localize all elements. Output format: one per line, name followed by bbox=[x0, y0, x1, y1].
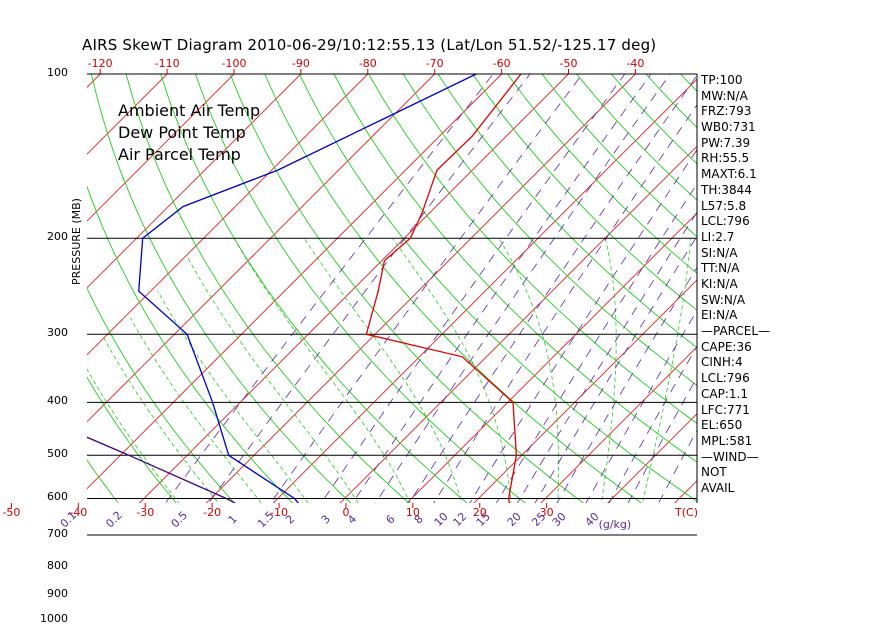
legend-ambient-air-temp: Ambient Air Temp bbox=[118, 101, 260, 120]
dry-adiabat-line bbox=[750, 74, 870, 560]
mixing-ratio-line bbox=[182, 74, 583, 560]
stats-line: SI:N/A bbox=[701, 246, 737, 260]
moist-adiabat-line bbox=[580, 238, 616, 560]
stats-line: MPL:581 bbox=[701, 434, 752, 448]
stats-line: EL:650 bbox=[701, 418, 742, 432]
pressure-label: 600 bbox=[28, 490, 68, 503]
dry-adiabat-line bbox=[0, 74, 100, 560]
stats-line: FRZ:793 bbox=[701, 104, 751, 118]
isotherm-line bbox=[346, 74, 870, 560]
stats-line: LI:2.7 bbox=[701, 230, 734, 244]
mixing-ratio-label: 0.5 bbox=[168, 509, 190, 531]
mixing-ratio-line bbox=[486, 74, 820, 560]
pressure-label: 100 bbox=[28, 66, 68, 79]
top-tick-label: -120 bbox=[88, 57, 113, 70]
stats-line: TT:N/A bbox=[701, 261, 739, 275]
stats-line: MAXT:6.1 bbox=[701, 167, 757, 181]
stats-line: —WIND— bbox=[701, 450, 759, 464]
dry-adiabat-line bbox=[819, 74, 870, 560]
stats-line: CAP:1.1 bbox=[701, 387, 748, 401]
ambient-air-temp-line bbox=[366, 74, 527, 560]
mixing-ratio-line bbox=[293, 74, 670, 560]
pressure-label: 700 bbox=[28, 527, 68, 540]
top-tick-label: -90 bbox=[292, 57, 310, 70]
pressure-label: 400 bbox=[28, 394, 68, 407]
isotherm-line bbox=[747, 74, 870, 560]
moist-adiabat-line bbox=[104, 338, 313, 560]
mixing-ratio-line bbox=[393, 74, 748, 560]
mixing-ratio-label: 0.2 bbox=[103, 509, 125, 531]
stats-line: NOT bbox=[701, 465, 727, 479]
bottom-tick-label: 0 bbox=[342, 506, 349, 519]
top-tick-label: -60 bbox=[493, 57, 511, 70]
stats-line: EI:N/A bbox=[701, 308, 737, 322]
stats-line: AVAIL bbox=[701, 481, 734, 495]
mixing-ratio-label: 1 bbox=[226, 512, 240, 526]
pressure-label: 900 bbox=[28, 587, 68, 600]
isotherm-line bbox=[11, 74, 568, 560]
mixing-ratio-label: 20 bbox=[505, 510, 524, 529]
legend-dew-point-temp: Dew Point Temp bbox=[118, 123, 246, 142]
isotherm-line bbox=[279, 74, 836, 560]
pressure-label: 300 bbox=[28, 326, 68, 339]
stats-line: CAPE:36 bbox=[701, 340, 752, 354]
stats-line: LCL:796 bbox=[701, 371, 750, 385]
chart-title: AIRS SkewT Diagram 2010-06-29/10:12:55.1… bbox=[82, 36, 656, 54]
bottom-temp-unit: T(C) bbox=[674, 506, 698, 519]
mixing-ratio-label: 10 bbox=[432, 510, 451, 529]
top-tick-label: -80 bbox=[359, 57, 377, 70]
isotherm-line bbox=[0, 74, 33, 560]
bottom-tick-label: 10 bbox=[406, 506, 420, 519]
mixing-ratio-line bbox=[328, 74, 698, 560]
top-tick-label: -50 bbox=[560, 57, 578, 70]
isotherm-line bbox=[0, 74, 100, 560]
mixing-ratio-label: 12 bbox=[450, 510, 469, 529]
bottom-tick-label: -20 bbox=[203, 506, 221, 519]
stats-line: WB0:731 bbox=[701, 120, 756, 134]
dry-adiabat-line bbox=[785, 74, 870, 560]
stats-line: MW:N/A bbox=[701, 89, 748, 103]
bottom-tick-label: -40 bbox=[69, 506, 87, 519]
stats-line: RH:55.5 bbox=[701, 151, 749, 165]
top-tick-label: -70 bbox=[426, 57, 444, 70]
bottom-tick-label: 20 bbox=[473, 506, 487, 519]
stats-line: PW:7.39 bbox=[701, 136, 750, 150]
stats-line: CINH:4 bbox=[701, 355, 743, 369]
bottom-tick-label: -10 bbox=[270, 506, 288, 519]
stats-line: L57:5.8 bbox=[701, 199, 746, 213]
legend-air-parcel-temp: Air Parcel Temp bbox=[118, 145, 241, 164]
dry-adiabat-line bbox=[0, 74, 32, 560]
pressure-label: 800 bbox=[28, 559, 68, 572]
mixing-ratio-line bbox=[462, 74, 801, 560]
dry-adiabat-line bbox=[299, 74, 870, 560]
bottom-tick-label: -50 bbox=[2, 506, 20, 519]
pressure-label: 200 bbox=[28, 230, 68, 243]
top-tick-label: -100 bbox=[222, 57, 247, 70]
stats-line: LFC:771 bbox=[701, 403, 750, 417]
pressure-label: 1000 bbox=[28, 612, 68, 625]
pressure-label: 500 bbox=[28, 447, 68, 460]
stats-line: LCL:796 bbox=[701, 214, 750, 228]
dry-adiabat-line bbox=[265, 74, 847, 560]
y-axis-label: PRESSURE (MB) bbox=[70, 198, 83, 285]
mixing-ratio-label: 3 bbox=[319, 512, 333, 526]
isotherm-line bbox=[480, 74, 870, 560]
stats-line: TP:100 bbox=[701, 73, 743, 87]
top-tick-label: -110 bbox=[155, 57, 180, 70]
moist-adiabat-line bbox=[304, 238, 479, 560]
stats-line: SW:N/A bbox=[701, 293, 745, 307]
stats-line: —PARCEL— bbox=[701, 324, 770, 338]
stats-line: KI:N/A bbox=[701, 277, 738, 291]
dry-adiabat-line bbox=[57, 74, 440, 560]
dry-adiabat-line bbox=[438, 74, 870, 560]
bottom-tick-label: -30 bbox=[136, 506, 154, 519]
top-tick-label: -40 bbox=[626, 57, 644, 70]
dry-adiabat-line bbox=[473, 74, 870, 560]
dry-adiabat-line bbox=[195, 74, 710, 560]
mixing-ratio-unit: (g/kg) bbox=[599, 518, 632, 531]
mixing-ratio-label: 6 bbox=[383, 512, 397, 526]
stats-line: TH:3844 bbox=[701, 183, 752, 197]
bottom-tick-label: 30 bbox=[540, 506, 554, 519]
